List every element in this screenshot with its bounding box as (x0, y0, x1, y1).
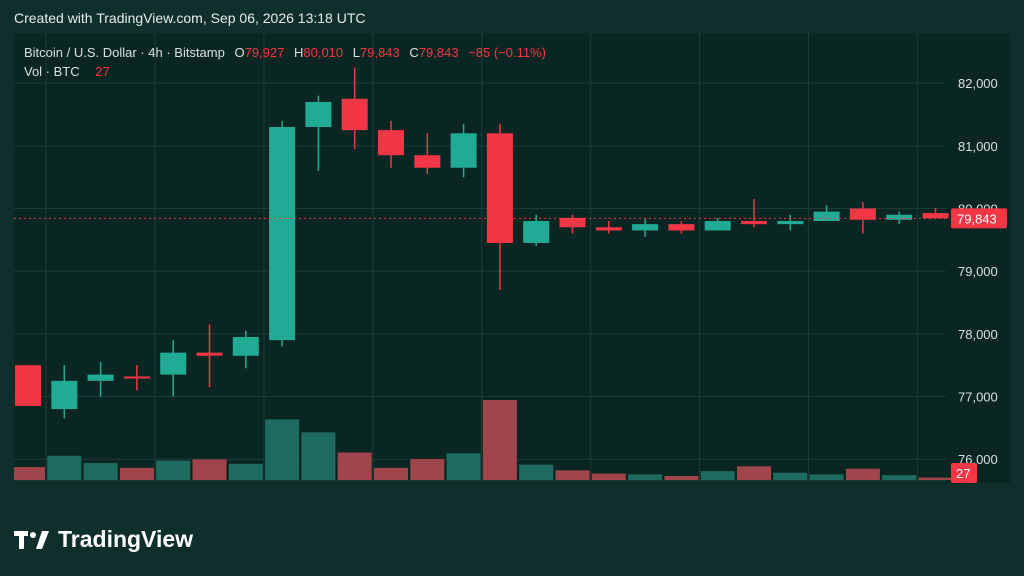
price-tick-label: 78,000 (958, 327, 998, 342)
volume-bar (337, 452, 372, 480)
candle-body (849, 208, 876, 220)
volume-bar (301, 432, 336, 480)
high-value: 80,010 (303, 45, 344, 60)
volume-bar (555, 470, 590, 480)
candle-body (378, 130, 404, 156)
candle-body (668, 224, 695, 231)
candle-body (51, 380, 78, 410)
volume-bar (446, 453, 481, 480)
volume-bar (156, 460, 191, 480)
open-value: 79,927 (244, 45, 285, 60)
open-label: O (234, 45, 245, 60)
price-tick-label: 81,000 (958, 139, 998, 154)
legend-volume-row: Vol · BTC 27 (24, 62, 546, 81)
symbol-description[interactable]: Bitcoin / U.S. Dollar · 4h · Bitstamp (24, 45, 225, 60)
candle-body (196, 352, 223, 356)
volume-bar (519, 464, 554, 480)
tradingview-brand: TradingView (58, 526, 194, 552)
last-price-tag (951, 208, 1007, 229)
close-label: C (409, 45, 419, 60)
candle-body (559, 217, 586, 228)
last-volume-tag (951, 463, 977, 483)
candle-body (450, 133, 477, 168)
volume-bar (700, 471, 735, 480)
candlestick-chart[interactable]: 82,00081,00080,00079,00078,00077,00076,0… (14, 33, 1010, 483)
low-value: 79,843 (360, 45, 400, 60)
volume-bar (591, 473, 626, 480)
candle-body (886, 214, 913, 220)
last-volume-label: 27 (956, 466, 970, 481)
tradingview-logo-icon (14, 530, 49, 549)
volume-value: 27 (95, 64, 110, 79)
candle-body (595, 227, 622, 231)
volume-bar (628, 474, 663, 480)
volume-bar (773, 472, 808, 480)
candle-body (704, 221, 731, 231)
candle-body (632, 224, 659, 231)
volume-bar (47, 455, 82, 480)
candle-body (123, 376, 150, 379)
created-with-caption: Created with TradingView.com, Sep 06, 20… (14, 10, 366, 26)
volume-bar (845, 468, 880, 480)
volume-bar (228, 463, 263, 480)
candle-body (160, 352, 187, 375)
chart-legend: Bitcoin / U.S. Dollar · 4h · Bitstamp O7… (24, 43, 546, 81)
candle-body (777, 221, 804, 225)
volume-bar (918, 477, 953, 480)
candle-body (523, 221, 550, 243)
tradingview-logo[interactable]: TradingView (14, 526, 193, 553)
candles (15, 67, 949, 419)
low-label: L (352, 45, 360, 60)
volume-bar (119, 467, 154, 480)
volume-bar (737, 466, 771, 480)
candle-body (341, 98, 368, 131)
volume-bar (265, 419, 300, 480)
candle-body (922, 213, 949, 219)
price-axis[interactable]: 82,00081,00080,00079,00078,00077,00076,0… (951, 76, 1007, 483)
volume-bar (192, 459, 227, 480)
last-price-label: 79,843 (957, 211, 997, 226)
price-tick-label: 77,000 (958, 390, 998, 405)
volume-bar (410, 458, 445, 480)
volume-bar (664, 475, 699, 480)
volume-bar (882, 475, 917, 480)
legend-ohlc-row: Bitcoin / U.S. Dollar · 4h · Bitstamp O7… (24, 43, 546, 62)
volume-bar (809, 474, 844, 480)
candle-body (741, 221, 767, 225)
candle-body (269, 127, 296, 341)
high-label: H (293, 45, 304, 60)
grid (14, 33, 946, 480)
price-tick-label: 79,000 (958, 264, 998, 279)
price-tick-label: 82,000 (958, 76, 998, 91)
volume-label[interactable]: Vol · BTC (24, 64, 80, 79)
volume-bar (482, 400, 517, 480)
candle-body (813, 211, 840, 222)
candle-body (486, 133, 513, 243)
close-value: 79,843 (418, 45, 459, 60)
candle-body (87, 374, 114, 381)
candle-body (414, 155, 441, 168)
chart-area[interactable]: 82,00081,00080,00079,00078,00077,00076,0… (14, 33, 1010, 483)
volume-bar (83, 463, 118, 480)
volume-bar (374, 467, 408, 480)
candle-body (15, 365, 41, 406)
candle-body (305, 101, 332, 128)
volume-bars (14, 400, 953, 480)
candle-body (232, 336, 259, 356)
volume-bar (14, 467, 45, 480)
time-axis[interactable]: 12:00312:00412:00512:00612:00 (14, 480, 946, 483)
change-value: −85 (−0.11%) (468, 45, 546, 60)
